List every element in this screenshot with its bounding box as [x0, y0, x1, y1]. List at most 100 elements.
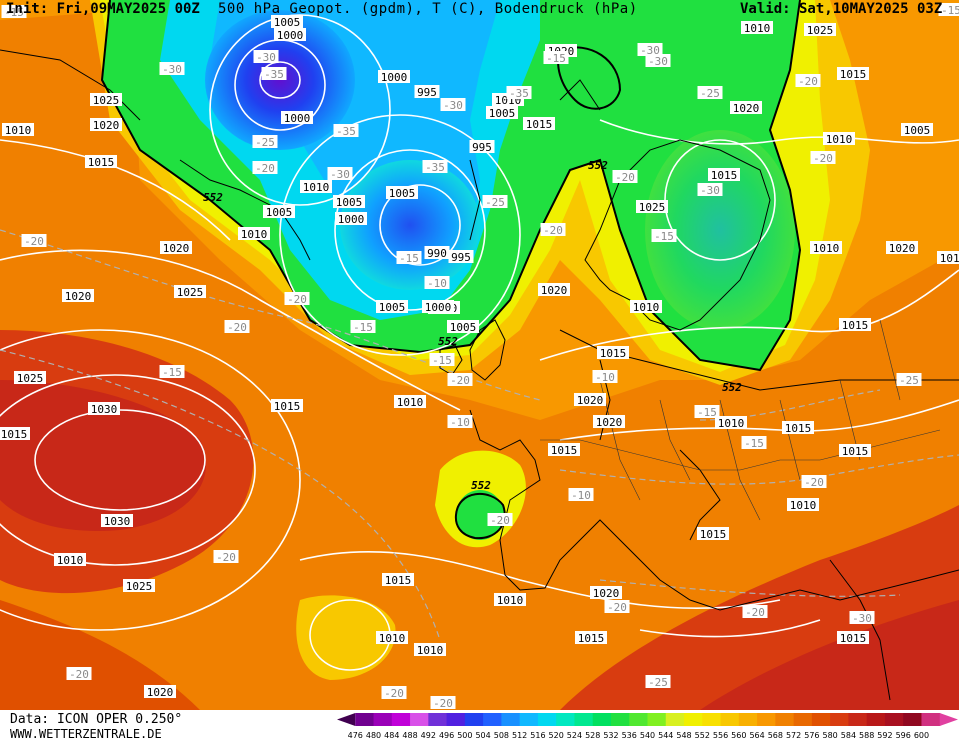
svg-text:1015: 1015 [840, 68, 867, 81]
isobar-label: 1010 [2, 123, 34, 137]
svg-text:1015: 1015 [1, 428, 28, 441]
colorbar-swatch [446, 713, 466, 726]
temperature-label: -15 [429, 353, 455, 367]
contour-552-label: 552 [471, 479, 491, 492]
country-borders [540, 319, 941, 521]
svg-text:-15: -15 [4, 6, 24, 19]
temperature-label: -30 [645, 54, 671, 68]
green-cutoff-iberia [456, 490, 504, 540]
temperature-label: -25 [645, 675, 671, 689]
temperature-label: -20 [540, 223, 566, 237]
colorbar-swatch [556, 713, 575, 726]
svg-text:1010: 1010 [417, 644, 444, 657]
colorbar-swatch [537, 713, 557, 726]
svg-text:-15: -15 [697, 406, 717, 419]
temperature-label: -15 [694, 405, 720, 419]
isobar-label: 1005 [486, 106, 518, 120]
colorbar-swatch [921, 713, 941, 726]
isobar-label: 1020 [160, 241, 192, 255]
svg-text:-30: -30 [852, 612, 872, 625]
temperature-label: -20 [284, 292, 310, 306]
temperature-label: -10 [447, 415, 473, 429]
colorbar-tick-label: 484 [384, 731, 399, 740]
svg-text:-20: -20 [450, 374, 470, 387]
isobar-label: 1005 [447, 320, 479, 334]
svg-text:-30: -30 [330, 168, 350, 181]
temperature-label: -25 [697, 86, 723, 100]
temperature-label: -20 [810, 151, 836, 165]
colorbar-swatch [702, 713, 722, 726]
colorbar-tick-label: 592 [877, 731, 892, 740]
temperature-label: -20 [801, 475, 827, 489]
contour-552-label: 552 [588, 159, 608, 172]
temperature-label: -30 [440, 98, 466, 112]
isobar-label: 1020 [574, 393, 606, 407]
svg-text:1015: 1015 [385, 574, 412, 587]
svg-text:995: 995 [451, 251, 471, 264]
svg-text:-35: -35 [425, 161, 445, 174]
svg-text:-30: -30 [648, 55, 668, 68]
isobar-label-layer: 1005100010251020101510101005101010009951… [0, 15, 959, 699]
darkred-high-core [0, 380, 207, 531]
temperature-label: -20 [604, 600, 630, 614]
colorbar-tick-label: 596 [896, 731, 911, 740]
colorbar-tick-label: 544 [658, 731, 673, 740]
red-area-southwest [0, 600, 200, 710]
colorbar-tick-label: 548 [676, 731, 691, 740]
svg-text:1015: 1015 [700, 528, 727, 541]
isobar-label: 1020 [593, 415, 625, 429]
colorbar-swatch [501, 713, 521, 726]
isobar-label: 1010 [494, 593, 526, 607]
contour-552-iberia [454, 492, 506, 540]
svg-text:1010: 1010 [397, 396, 424, 409]
isobar-label: 1010 [394, 395, 426, 409]
svg-text:1015: 1015 [274, 400, 301, 413]
colorbar-swatch [519, 713, 539, 726]
isobar-label: 1005 [333, 195, 365, 209]
isobar-label: 1015 [597, 346, 629, 360]
colorbar-swatch [428, 713, 448, 726]
colorbar-swatch [738, 713, 758, 726]
svg-text:1020: 1020 [596, 416, 623, 429]
svg-text:1005: 1005 [379, 301, 406, 314]
isobar-label: 1010 [787, 498, 819, 512]
svg-text:-30: -30 [700, 184, 720, 197]
colorbar-swatch [391, 713, 411, 726]
isobar-label: 1030 [101, 514, 133, 528]
svg-text:1025: 1025 [17, 372, 44, 385]
svg-text:1010: 1010 [718, 417, 745, 430]
isobar-label: 995 [469, 140, 495, 154]
isobar-label: 1010 [937, 251, 959, 265]
svg-text:-15: -15 [162, 366, 182, 379]
isobar-label: 1000 [281, 111, 313, 125]
svg-text:1010: 1010 [379, 632, 406, 645]
isobar-label: 1005 [271, 15, 303, 29]
svg-text:-20: -20 [384, 687, 404, 700]
isobar-label: 1015 [839, 318, 871, 332]
colorbar-swatch [629, 713, 648, 726]
svg-text:-15: -15 [353, 321, 373, 334]
svg-text:-20: -20 [255, 162, 275, 175]
svg-text:1015: 1015 [578, 632, 605, 645]
isobar-label: 995 [448, 250, 474, 264]
svg-text:1010: 1010 [633, 301, 660, 314]
svg-text:1025: 1025 [177, 286, 204, 299]
temperature-label: -15 [1, 5, 27, 19]
temperature-label: -25 [252, 135, 278, 149]
svg-text:1020: 1020 [593, 587, 620, 600]
temperature-label: -20 [224, 320, 250, 334]
colorbar-swatch [410, 713, 429, 726]
svg-text:1005: 1005 [389, 187, 416, 200]
temperature-label: -10 [424, 276, 450, 290]
temperature-label: -15 [651, 229, 677, 243]
svg-text:1015: 1015 [600, 347, 627, 360]
svg-text:-25: -25 [255, 136, 275, 149]
svg-text:1005: 1005 [336, 196, 363, 209]
isobar-label: 1025 [804, 23, 836, 37]
isobar-label: 1010 [741, 21, 773, 35]
svg-text:1005: 1005 [450, 321, 477, 334]
darkred-area-southeast [700, 600, 959, 710]
colorbar-swatch [811, 713, 831, 726]
colorbar-tick-label: 488 [402, 731, 417, 740]
svg-text:1025: 1025 [639, 201, 666, 214]
